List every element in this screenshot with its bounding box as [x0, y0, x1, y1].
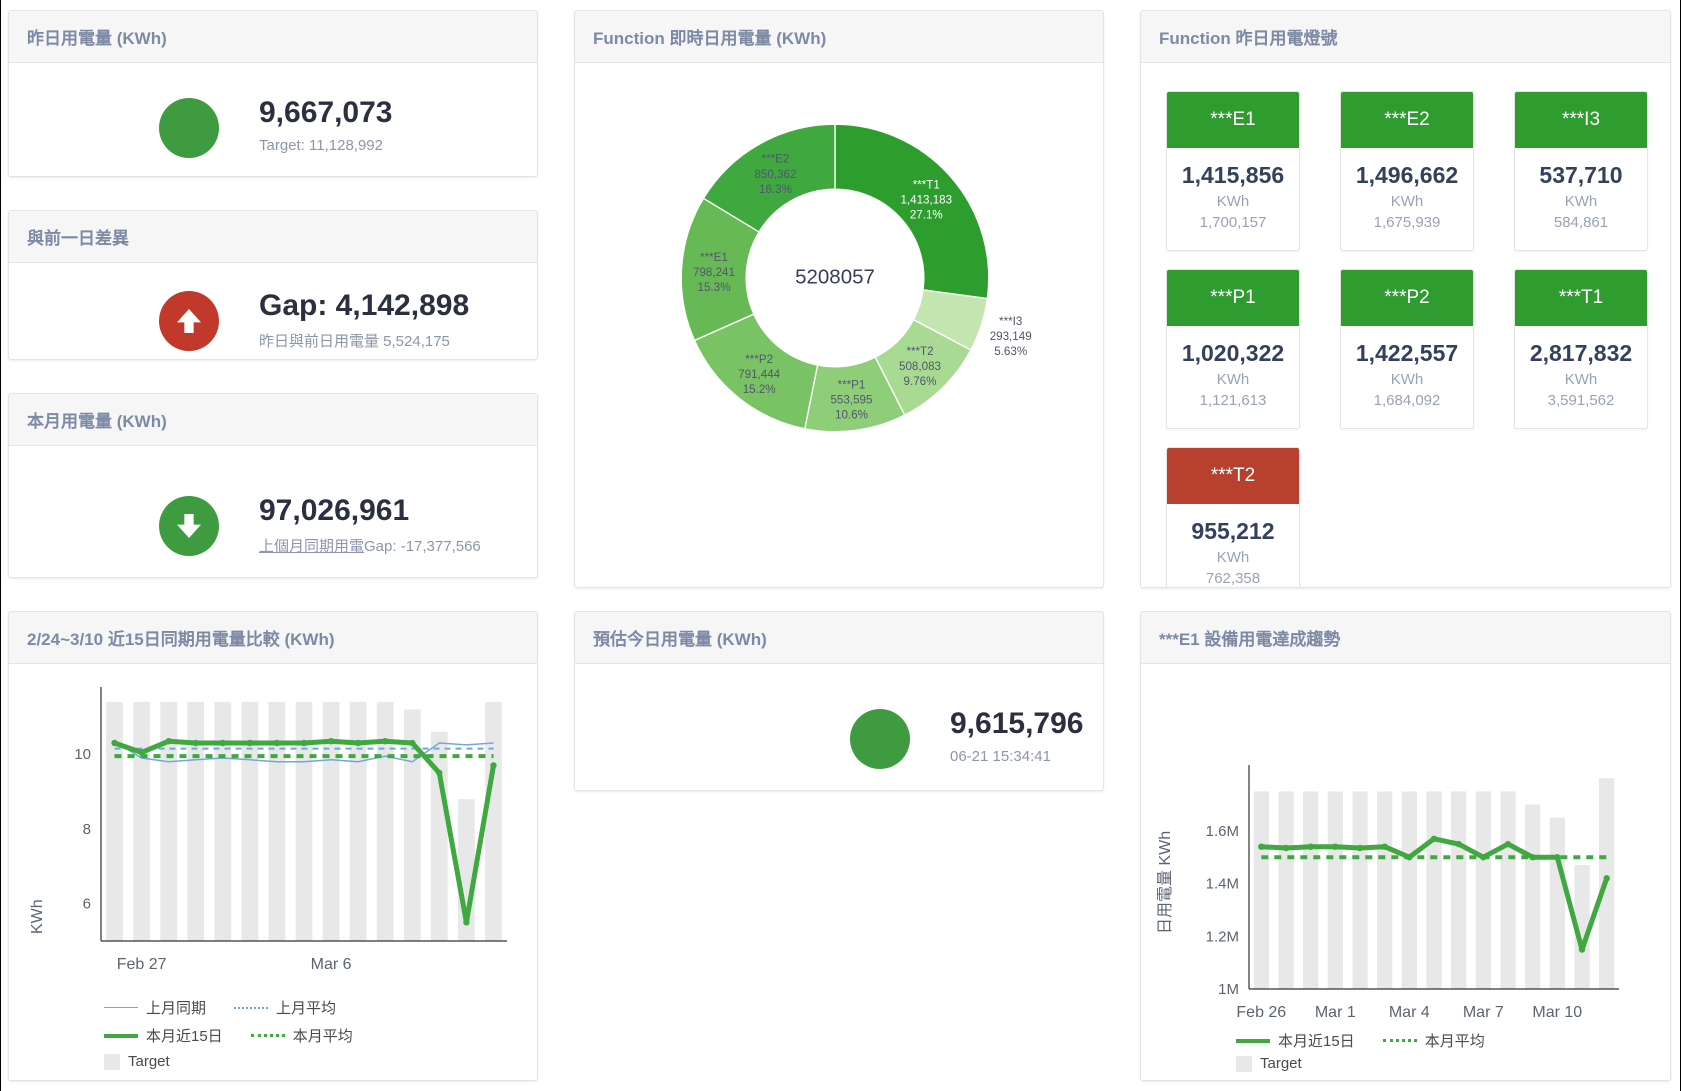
svg-text:***P1: ***P1	[838, 379, 866, 392]
svg-text:1,413,183: 1,413,183	[900, 194, 952, 207]
svg-text:15.2%: 15.2%	[743, 383, 776, 396]
svg-text:1M: 1M	[1218, 981, 1239, 998]
svg-text:5208057: 5208057	[795, 265, 875, 288]
svg-text:5.63%: 5.63%	[994, 345, 1027, 358]
svg-text:Mar 1: Mar 1	[1315, 1004, 1356, 1021]
svg-text:Mar 6: Mar 6	[311, 956, 352, 973]
svg-text:10.6%: 10.6%	[835, 409, 868, 422]
svg-text:6: 6	[83, 896, 91, 913]
svg-text:1.6M: 1.6M	[1206, 823, 1239, 840]
svg-text:Feb 27: Feb 27	[117, 956, 167, 973]
svg-text:***E2: ***E2	[762, 153, 790, 166]
svg-text:791,444: 791,444	[738, 368, 781, 381]
svg-text:Feb 26: Feb 26	[1236, 1004, 1286, 1021]
svg-text:Mar 7: Mar 7	[1463, 1004, 1504, 1021]
svg-text:15.3%: 15.3%	[698, 281, 731, 294]
svg-text:***E1: ***E1	[700, 251, 728, 264]
svg-text:Mar 10: Mar 10	[1532, 1004, 1582, 1021]
svg-text:16.3%: 16.3%	[759, 183, 792, 196]
svg-text:Mar 4: Mar 4	[1389, 1004, 1430, 1021]
svg-text:9.76%: 9.76%	[904, 375, 937, 388]
svg-text:***T1: ***T1	[913, 179, 940, 192]
svg-text:293,149: 293,149	[990, 330, 1032, 343]
svg-text:1.2M: 1.2M	[1206, 928, 1239, 945]
svg-text:***P2: ***P2	[745, 353, 773, 366]
svg-text:***I3: ***I3	[999, 315, 1022, 328]
svg-text:1.4M: 1.4M	[1206, 876, 1239, 893]
svg-text:***T2: ***T2	[906, 345, 933, 358]
svg-text:798,241: 798,241	[693, 266, 735, 279]
svg-text:508,083: 508,083	[899, 360, 941, 373]
svg-text:850,362: 850,362	[754, 168, 796, 181]
svg-text:27.1%: 27.1%	[910, 209, 943, 222]
svg-text:553,595: 553,595	[830, 394, 872, 407]
svg-text:10: 10	[74, 746, 91, 763]
svg-text:8: 8	[83, 821, 91, 838]
